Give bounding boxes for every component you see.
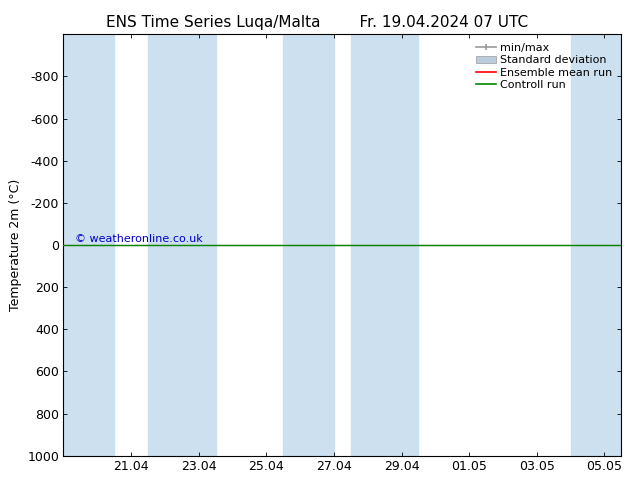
Y-axis label: Temperature 2m (°C): Temperature 2m (°C) [9, 179, 22, 311]
Bar [351, 34, 418, 456]
Text: ENS Time Series Luqa/Malta        Fr. 19.04.2024 07 UTC: ENS Time Series Luqa/Malta Fr. 19.04.202… [106, 15, 528, 30]
Bar [63, 34, 114, 456]
Bar [571, 34, 621, 456]
Bar [283, 34, 334, 456]
Bar [148, 34, 216, 456]
Legend: min/max, Standard deviation, Ensemble mean run, Controll run: min/max, Standard deviation, Ensemble me… [472, 40, 616, 93]
Text: © weatheronline.co.uk: © weatheronline.co.uk [75, 234, 202, 244]
